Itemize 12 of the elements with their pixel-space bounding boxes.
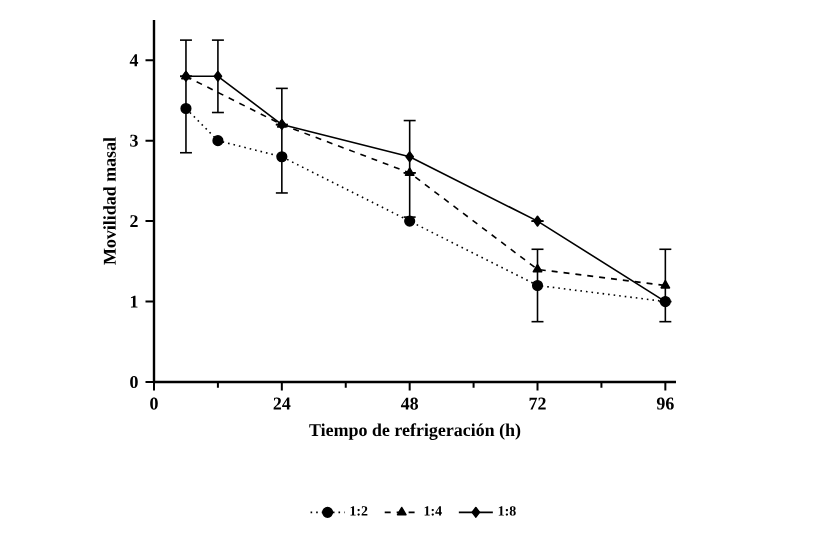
x-tick-label: 96 (656, 397, 674, 410)
y-axis-title: Movilidad masal (103, 137, 116, 265)
y-tick-label: 1 (130, 295, 138, 308)
x-axis-title: Tiempo de refrigeración (h) (309, 423, 521, 440)
y-tick-label: 2 (130, 215, 138, 228)
x-tick-label: 24 (273, 397, 291, 410)
y-tick-label: 0 (130, 375, 138, 389)
x-tick-label: 48 (400, 397, 419, 410)
x-tick-label: 72 (529, 397, 546, 410)
x-tick-label: 0 (150, 397, 158, 410)
y-tick-label: 3 (130, 134, 138, 147)
y-tick-label: 4 (129, 54, 139, 67)
